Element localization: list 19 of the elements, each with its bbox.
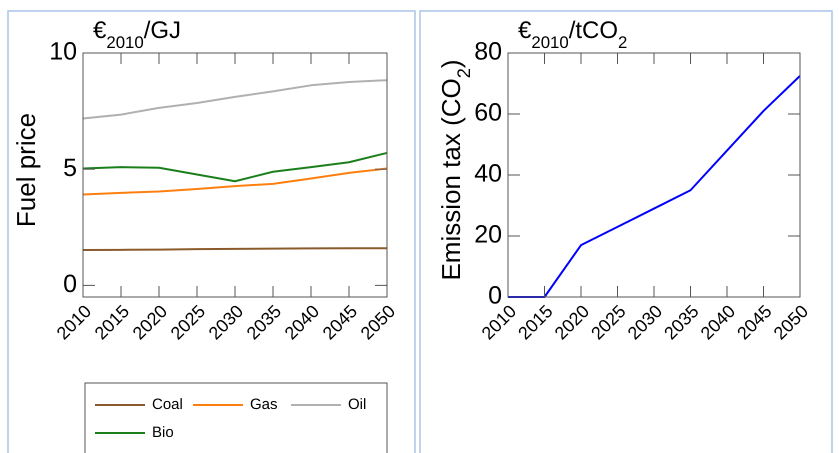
chart-title: €$_{2010}$/GJ: [93, 17, 182, 52]
y-tick-label: 5: [63, 154, 77, 182]
y-tick-label: 0: [63, 270, 77, 298]
y-tick-label: 0: [488, 282, 502, 310]
legend-label: Bio: [152, 424, 174, 441]
y-tick-label: 40: [474, 160, 502, 188]
chart-title: €$_{2010}$/tCO$_{2}$: [518, 17, 628, 52]
line-series: [82, 79, 388, 120]
line-series: [82, 152, 388, 182]
legend-label: Coal: [152, 396, 183, 413]
line-series: [507, 74, 801, 298]
y-tick-label: 20: [474, 220, 502, 249]
y-tick-label: 80: [474, 38, 502, 66]
y-tick-label: 10: [49, 38, 77, 66]
y-tick-label: 60: [474, 98, 502, 127]
legend-label: Oil: [348, 396, 366, 413]
line-series: [82, 167, 388, 196]
y-axis-title: Fuel price: [11, 112, 41, 228]
legend-label: Gas: [250, 396, 278, 413]
